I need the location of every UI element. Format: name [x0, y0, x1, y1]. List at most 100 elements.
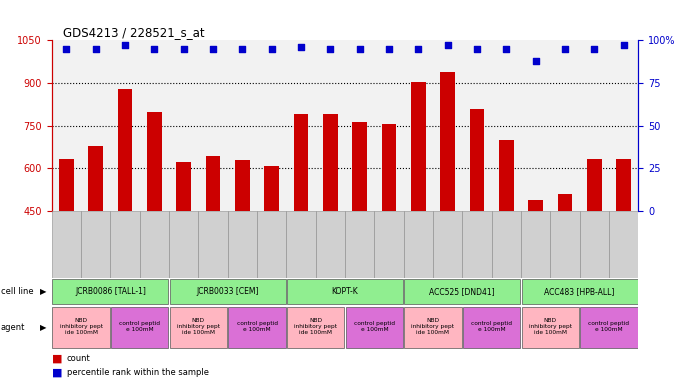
Text: ACC525 [DND41]: ACC525 [DND41]	[429, 287, 495, 296]
Text: ACC483 [HPB-ALL]: ACC483 [HPB-ALL]	[544, 287, 615, 296]
Bar	[111, 306, 168, 348]
Bar	[110, 40, 140, 211]
Bar	[404, 280, 520, 304]
Bar	[228, 306, 286, 348]
Text: KOPT-K: KOPT-K	[332, 287, 358, 296]
Bar	[499, 140, 513, 339]
Bar	[580, 40, 609, 211]
Text: count: count	[67, 354, 90, 363]
Text: control peptid
e 100mM: control peptid e 100mM	[119, 321, 160, 332]
Bar	[52, 211, 81, 278]
Point	[266, 46, 277, 52]
Text: GDS4213 / 228521_s_at: GDS4213 / 228521_s_at	[63, 26, 205, 39]
Bar	[147, 111, 161, 339]
Bar	[139, 40, 169, 211]
Bar	[228, 211, 257, 278]
Bar	[609, 40, 638, 211]
Bar	[440, 72, 455, 339]
Text: ▶: ▶	[40, 323, 46, 332]
Point	[589, 46, 600, 52]
Bar	[88, 146, 103, 339]
Bar	[404, 211, 433, 278]
Bar	[59, 159, 74, 339]
Bar	[491, 40, 521, 211]
Point	[413, 46, 424, 52]
Text: ■: ■	[52, 368, 62, 378]
Text: NBD
inhibitory pept
ide 100mM: NBD inhibitory pept ide 100mM	[177, 318, 220, 335]
Bar	[462, 211, 492, 278]
Point	[384, 46, 395, 52]
Bar	[522, 280, 638, 304]
Bar	[81, 40, 110, 211]
Bar	[551, 40, 580, 211]
Bar	[551, 211, 580, 278]
Bar	[294, 114, 308, 339]
Bar	[491, 211, 521, 278]
Point	[295, 44, 306, 50]
Bar	[470, 109, 484, 339]
Text: ■: ■	[52, 354, 62, 364]
Bar	[463, 306, 520, 348]
Bar	[118, 89, 132, 339]
Bar	[375, 40, 404, 211]
Bar	[257, 211, 286, 278]
Bar	[199, 40, 228, 211]
Text: JCRB0033 [CEM]: JCRB0033 [CEM]	[197, 287, 259, 296]
Bar	[529, 200, 543, 339]
Bar	[52, 280, 168, 304]
Bar	[462, 40, 492, 211]
Bar	[323, 114, 337, 339]
Bar	[580, 211, 609, 278]
Bar	[345, 40, 374, 211]
Bar	[287, 306, 344, 348]
Point	[442, 42, 453, 48]
Bar	[139, 211, 169, 278]
Bar	[169, 211, 199, 278]
Bar	[587, 159, 602, 339]
Bar	[522, 306, 579, 348]
Point	[61, 46, 72, 52]
Text: control peptid
e 100mM: control peptid e 100mM	[471, 321, 512, 332]
Point	[208, 46, 219, 52]
Bar	[353, 122, 367, 339]
Bar	[264, 167, 279, 339]
Bar	[316, 40, 345, 211]
Bar	[382, 124, 396, 339]
Bar	[169, 40, 199, 211]
Point	[560, 46, 571, 52]
Text: cell line: cell line	[1, 287, 33, 296]
Point	[90, 46, 101, 52]
Text: NBD
inhibitory pept
ide 100mM: NBD inhibitory pept ide 100mM	[294, 318, 337, 335]
Bar	[52, 40, 81, 211]
Bar	[81, 211, 110, 278]
Bar	[404, 306, 462, 348]
Bar	[199, 211, 228, 278]
Bar	[170, 306, 227, 348]
Bar	[433, 40, 462, 211]
Bar	[521, 211, 551, 278]
Bar	[609, 211, 638, 278]
Point	[471, 46, 482, 52]
Point	[149, 46, 160, 52]
Point	[530, 58, 541, 64]
Bar	[286, 40, 316, 211]
Point	[119, 42, 130, 48]
Bar	[558, 194, 572, 339]
Bar	[346, 306, 403, 348]
Text: control peptid
e 100mM: control peptid e 100mM	[237, 321, 277, 332]
Point	[178, 46, 189, 52]
Point	[237, 46, 248, 52]
Bar	[286, 211, 316, 278]
Bar	[375, 211, 404, 278]
Bar	[521, 40, 551, 211]
Text: percentile rank within the sample: percentile rank within the sample	[67, 368, 209, 377]
Text: NBD
inhibitory pept
ide 100mM: NBD inhibitory pept ide 100mM	[529, 318, 572, 335]
Text: NBD
inhibitory pept
ide 100mM: NBD inhibitory pept ide 100mM	[411, 318, 455, 335]
Bar	[177, 162, 191, 339]
Text: ▶: ▶	[40, 287, 46, 296]
Text: agent: agent	[1, 323, 25, 332]
Point	[501, 46, 512, 52]
Bar	[228, 40, 257, 211]
Bar	[316, 211, 345, 278]
Bar	[287, 280, 403, 304]
